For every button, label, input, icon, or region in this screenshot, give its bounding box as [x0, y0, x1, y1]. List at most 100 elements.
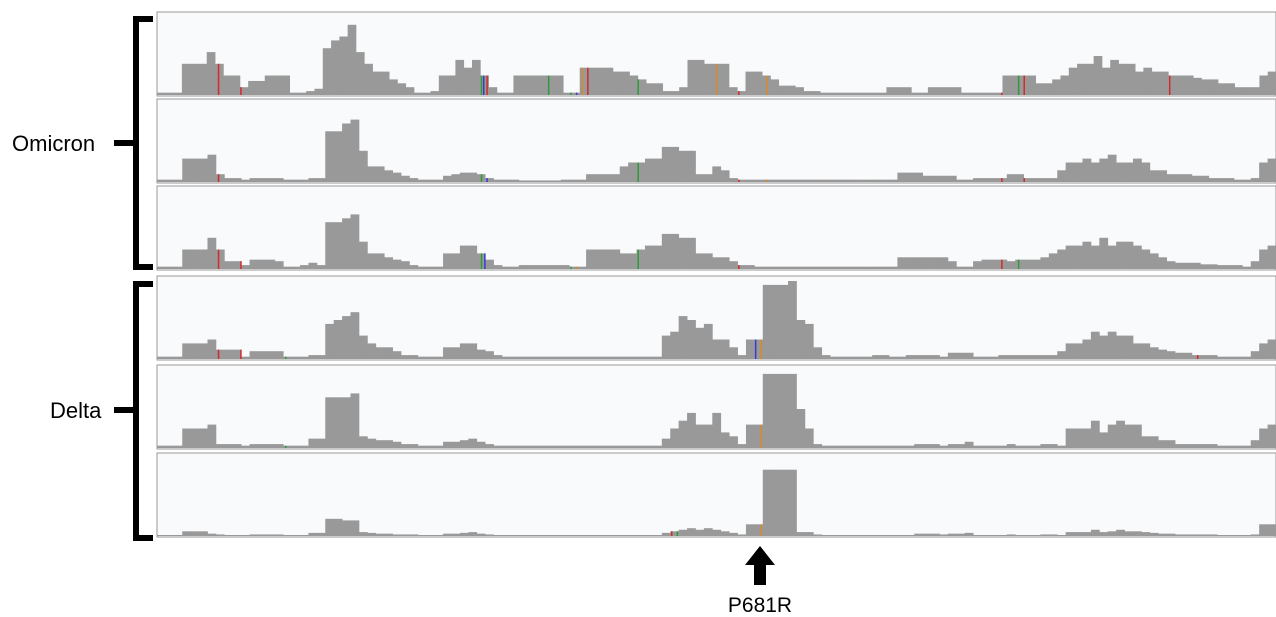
coverage-bar: [342, 218, 351, 269]
coverage-bar: [804, 532, 814, 536]
coverage-bar: [720, 432, 730, 448]
coverage-bar: [661, 146, 671, 182]
coverage-bar: [392, 172, 402, 182]
coverage-bar: [1048, 178, 1058, 182]
coverage-bar: [1023, 259, 1033, 269]
coverage-bar: [754, 179, 764, 182]
coverage-bar: [1259, 524, 1268, 536]
coverage-bar: [249, 259, 259, 269]
coverage-bar: [1208, 178, 1218, 182]
coverage-bar: [981, 356, 991, 359]
coverage-bar: [1267, 424, 1276, 448]
coverage-bar: [257, 351, 267, 359]
coverage-bar: [1166, 174, 1176, 182]
coverage-bar: [1032, 535, 1041, 536]
coverage-bar: [1068, 67, 1078, 95]
coverage-bar: [846, 535, 856, 536]
coverage-bar: [1099, 532, 1109, 536]
coverage-bar: [804, 428, 814, 448]
coverage-bar: [468, 245, 478, 269]
coverage-bar: [1217, 535, 1226, 536]
coverage-bar: [1074, 245, 1083, 269]
coverage-bar: [611, 445, 621, 448]
coverage-bar: [333, 131, 343, 182]
coverage-bar: [1251, 87, 1260, 95]
coverage-bar: [190, 158, 200, 182]
coverage-bar: [451, 441, 461, 448]
coverage-bar: [964, 266, 974, 269]
coverage-bar: [223, 75, 232, 95]
coverage-bar: [400, 175, 410, 182]
coverage-bar: [586, 356, 595, 359]
coverage-bar: [207, 154, 217, 182]
coverage-bar: [443, 533, 452, 536]
coverage-bar: [182, 428, 192, 448]
coverage-bar: [830, 535, 839, 536]
coverage-bar: [1191, 534, 1201, 536]
coverage-bar: [629, 75, 639, 95]
coverage-bar: [182, 531, 192, 536]
coverage-bar: [737, 91, 746, 95]
coverage-bar: [569, 266, 579, 269]
coverage-bar: [661, 438, 671, 448]
coverage-bar: [914, 355, 924, 359]
coverage-bar: [367, 343, 377, 359]
coverage-bar: [527, 445, 537, 448]
coverage-bar: [241, 356, 250, 359]
coverage-bar: [969, 92, 978, 95]
coverage-bar: [190, 249, 200, 269]
coverage-bar: [594, 445, 604, 448]
coverage-bar: [1250, 261, 1260, 269]
coverage-bar: [569, 356, 579, 359]
coverage-bar: [1015, 445, 1024, 448]
coverage-bar: [173, 179, 183, 182]
coverage-bar: [459, 245, 469, 269]
coverage-bar: [745, 265, 755, 269]
coverage-bar: [375, 166, 385, 182]
coverage-bar: [914, 172, 924, 182]
coverage-bar: [1225, 178, 1235, 182]
coverage-bar: [215, 534, 225, 536]
coverage-bar: [931, 257, 940, 269]
coverage-bar: [956, 533, 966, 536]
coverage-bar: [510, 445, 520, 448]
coverage-bar: [266, 534, 276, 536]
coverage-bar: [577, 179, 587, 182]
coverage-bar: [485, 178, 494, 182]
coverage-bar: [224, 261, 234, 269]
coverage-bar: [426, 266, 436, 269]
coverage-bar: [165, 266, 175, 269]
coverage-track: [156, 452, 1276, 538]
coverage-bar: [493, 535, 503, 536]
coverage-bar: [535, 265, 545, 269]
coverage-bar: [888, 266, 898, 269]
coverage-bar: [291, 179, 301, 182]
coverage-bar: [291, 535, 301, 536]
coverage-bar: [770, 79, 780, 95]
coverage-bar: [985, 92, 995, 95]
coverage-bar: [224, 535, 234, 536]
coverage-bar: [560, 356, 570, 359]
coverage-bar: [586, 174, 595, 182]
coverage-bar: [989, 259, 999, 269]
coverage-bar: [1200, 264, 1210, 269]
coverage-bar: [316, 265, 326, 269]
coverage-bar: [165, 356, 175, 359]
coverage-bar: [527, 265, 537, 269]
coverage-bar: [409, 444, 419, 448]
coverage-bar: [224, 444, 234, 448]
coverage-bar: [316, 438, 326, 448]
coverage-bar: [199, 158, 208, 182]
coverage-bar: [577, 356, 587, 359]
coverage-bar: [443, 175, 452, 182]
coverage-bar: [1149, 532, 1159, 536]
coverage-bar: [670, 146, 680, 182]
coverage-bar: [788, 179, 797, 182]
coverage-bar: [316, 532, 326, 536]
coverage-bar: [1015, 535, 1024, 536]
coverage-bar: [1158, 349, 1168, 359]
coverage-bar: [586, 535, 595, 536]
coverage-bar: [274, 444, 284, 448]
coverage-bar: [358, 436, 368, 448]
coverage-bar: [257, 178, 267, 182]
